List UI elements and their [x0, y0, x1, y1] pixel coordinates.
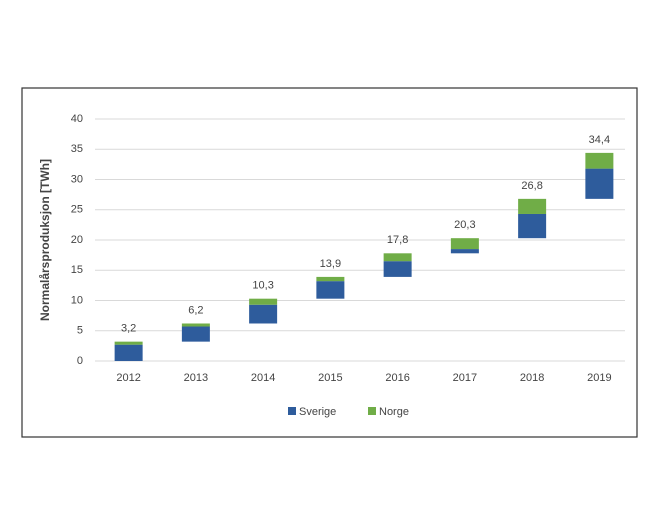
y-tick-label: 25 — [71, 204, 83, 216]
bar-segment — [383, 253, 412, 262]
legend-swatch — [288, 407, 296, 415]
bar-segment — [316, 276, 345, 282]
bar-segment — [518, 198, 547, 214]
legend-label: Sverige — [299, 406, 336, 418]
bar-segment — [249, 304, 278, 324]
y-tick-label: 40 — [71, 113, 83, 125]
y-tick-label: 15 — [71, 264, 83, 276]
total-label: 17,8 — [387, 234, 408, 246]
y-tick-label: 30 — [71, 173, 83, 185]
x-tick-label: 2019 — [587, 372, 611, 384]
x-tick-label: 2016 — [385, 372, 409, 384]
y-tick-label: 0 — [77, 355, 83, 367]
x-tick-label: 2013 — [184, 372, 208, 384]
chart-frame — [21, 87, 638, 438]
x-tick-label: 2012 — [116, 372, 140, 384]
bar-segment — [316, 281, 345, 299]
total-label: 26,8 — [521, 180, 542, 192]
total-label: 3,2 — [121, 323, 136, 335]
y-axis-title: Normalårsproduksjon [TWh] — [38, 159, 52, 321]
bar-segment — [249, 298, 278, 305]
y-tick-label: 35 — [71, 143, 83, 155]
bar-segment — [450, 238, 479, 250]
bar-segment — [383, 261, 412, 277]
total-label: 6,2 — [188, 304, 203, 316]
bar-segment — [114, 341, 143, 345]
y-tick-label: 5 — [77, 325, 83, 337]
y-tick-label: 10 — [71, 294, 83, 306]
bar-segment — [114, 344, 143, 361]
x-tick-label: 2018 — [520, 372, 544, 384]
x-tick-label: 2014 — [251, 372, 275, 384]
bar-segment — [585, 152, 614, 169]
bar-segment — [181, 326, 210, 342]
y-tick-label: 20 — [71, 234, 83, 246]
bar-segment — [585, 168, 614, 199]
total-label: 10,3 — [252, 280, 273, 292]
bar-segment — [181, 323, 210, 327]
total-label: 34,4 — [589, 134, 610, 146]
bar-segment — [450, 249, 479, 254]
x-tick-label: 2017 — [453, 372, 477, 384]
bar-segment — [518, 213, 547, 239]
total-label: 13,9 — [320, 258, 341, 270]
legend-label: Norge — [379, 406, 409, 418]
total-label: 20,3 — [454, 219, 475, 231]
legend-swatch — [368, 407, 376, 415]
x-tick-label: 2015 — [318, 372, 342, 384]
